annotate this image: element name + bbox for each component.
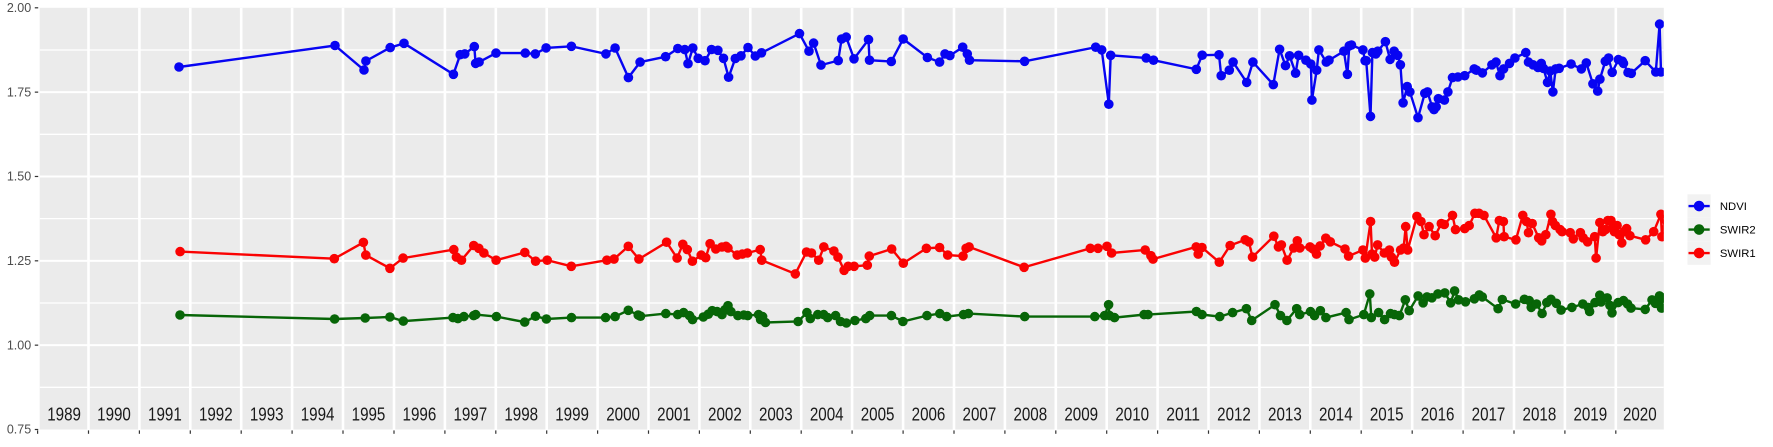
svg-text:2010: 2010 bbox=[1115, 404, 1149, 424]
svg-text:2011: 2011 bbox=[1166, 404, 1200, 424]
svg-text:2000: 2000 bbox=[606, 404, 640, 424]
svg-text:2007: 2007 bbox=[963, 404, 997, 424]
svg-text:2012: 2012 bbox=[1217, 404, 1251, 424]
svg-text:2005: 2005 bbox=[861, 404, 895, 424]
svg-text:1.00: 1.00 bbox=[7, 338, 31, 352]
svg-text:2002: 2002 bbox=[708, 404, 742, 424]
svg-text:2.00: 2.00 bbox=[7, 1, 31, 15]
svg-text:SWIR1: SWIR1 bbox=[1720, 248, 1756, 260]
svg-text:2006: 2006 bbox=[912, 404, 946, 424]
svg-text:2001: 2001 bbox=[657, 404, 691, 424]
svg-text:1994: 1994 bbox=[301, 404, 335, 424]
svg-text:SWIR2: SWIR2 bbox=[1720, 225, 1756, 237]
svg-text:2014: 2014 bbox=[1319, 404, 1353, 424]
svg-text:2015: 2015 bbox=[1370, 404, 1404, 424]
svg-text:1992: 1992 bbox=[199, 404, 233, 424]
svg-text:1997: 1997 bbox=[453, 404, 487, 424]
svg-text:1999: 1999 bbox=[555, 404, 589, 424]
svg-text:1989: 1989 bbox=[47, 404, 81, 424]
svg-text:1991: 1991 bbox=[148, 404, 182, 424]
svg-text:1.25: 1.25 bbox=[7, 254, 31, 268]
svg-text:1990: 1990 bbox=[97, 404, 131, 424]
svg-text:2004: 2004 bbox=[810, 404, 844, 424]
svg-text:2009: 2009 bbox=[1064, 404, 1098, 424]
svg-text:2020: 2020 bbox=[1623, 404, 1657, 424]
svg-text:2003: 2003 bbox=[759, 404, 793, 424]
svg-text:NDVI: NDVI bbox=[1720, 201, 1747, 213]
svg-text:0.75: 0.75 bbox=[7, 423, 31, 437]
svg-text:2008: 2008 bbox=[1013, 404, 1047, 424]
svg-text:1996: 1996 bbox=[403, 404, 437, 424]
svg-text:2016: 2016 bbox=[1421, 404, 1455, 424]
svg-text:1.75: 1.75 bbox=[7, 85, 31, 99]
svg-text:2018: 2018 bbox=[1523, 404, 1557, 424]
svg-text:1993: 1993 bbox=[250, 404, 284, 424]
svg-text:1.50: 1.50 bbox=[7, 170, 31, 184]
svg-text:1995: 1995 bbox=[352, 404, 386, 424]
svg-text:1998: 1998 bbox=[504, 404, 538, 424]
svg-text:2019: 2019 bbox=[1573, 404, 1607, 424]
svg-text:2013: 2013 bbox=[1268, 404, 1302, 424]
svg-text:2017: 2017 bbox=[1472, 404, 1506, 424]
